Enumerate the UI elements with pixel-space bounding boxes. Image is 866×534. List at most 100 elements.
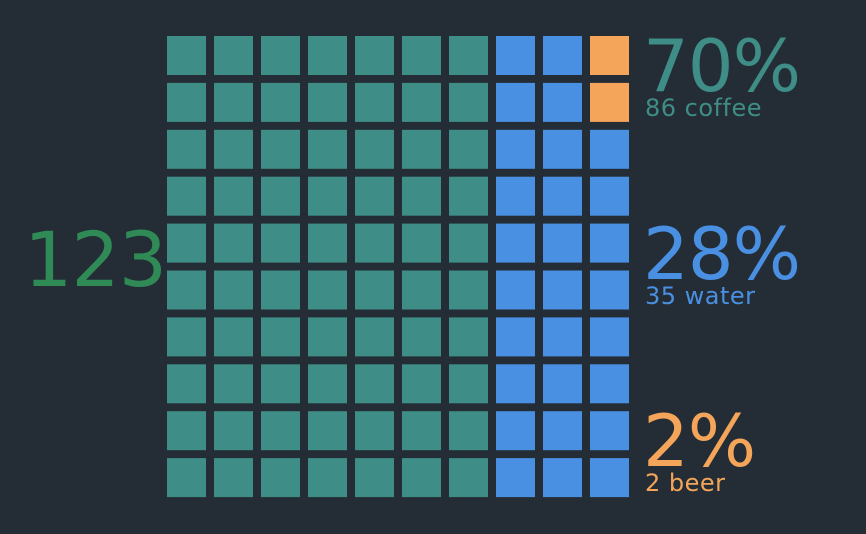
coffee-label: 86 coffee xyxy=(645,94,762,122)
waffle-cell-coffee xyxy=(167,411,206,451)
waffle-cell-coffee xyxy=(261,458,300,498)
waffle-cell-coffee xyxy=(402,411,441,451)
waffle-cell-water xyxy=(590,364,629,404)
waffle-cell-water xyxy=(543,317,582,357)
waffle-cell-coffee xyxy=(449,176,488,216)
waffle-cell-water xyxy=(496,223,535,263)
waffle-cell-coffee xyxy=(449,129,488,169)
waffle-cell-coffee xyxy=(214,176,253,216)
waffle-cell-coffee xyxy=(167,176,206,216)
waffle-cell-coffee xyxy=(308,458,347,498)
waffle-cell-water xyxy=(590,317,629,357)
waffle-cell-coffee xyxy=(214,223,253,263)
waffle-cell-coffee xyxy=(308,364,347,404)
waffle-cell-coffee xyxy=(167,223,206,263)
waffle-cell-coffee xyxy=(402,270,441,310)
waffle-cell-coffee xyxy=(308,317,347,357)
waffle-cell-coffee xyxy=(355,36,394,75)
waffle-cell-coffee xyxy=(308,270,347,310)
waffle-cell-coffee xyxy=(355,176,394,216)
waffle-cell-coffee xyxy=(449,317,488,357)
waffle-cell-water xyxy=(543,458,582,498)
waffle-cell-coffee xyxy=(449,36,488,75)
waffle-cell-coffee xyxy=(449,82,488,122)
waffle-cell-water xyxy=(496,129,535,169)
waffle-cell-water xyxy=(496,270,535,310)
waffle-cell-coffee xyxy=(449,270,488,310)
waffle-cell-water xyxy=(496,458,535,498)
waffle-cell-water xyxy=(590,129,629,169)
waffle-cell-coffee xyxy=(402,129,441,169)
waffle-cell-coffee xyxy=(355,411,394,451)
waffle-cell-water xyxy=(543,270,582,310)
waffle-cell-coffee xyxy=(402,36,441,75)
waffle-cell-coffee xyxy=(308,223,347,263)
waffle-cell-water xyxy=(496,82,535,122)
waffle-cell-coffee xyxy=(355,270,394,310)
beer-percent: 2% xyxy=(643,399,756,483)
waffle-cell-water xyxy=(496,411,535,451)
waffle-cell-coffee xyxy=(214,364,253,404)
waffle-cell-coffee xyxy=(167,82,206,122)
waffle-cell-coffee xyxy=(402,223,441,263)
waffle-cell-coffee xyxy=(308,82,347,122)
waffle-cell-beer xyxy=(590,36,629,75)
waffle-cell-coffee xyxy=(261,317,300,357)
waffle-cell-coffee xyxy=(402,364,441,404)
waffle-cell-coffee xyxy=(167,317,206,357)
waffle-cell-coffee xyxy=(355,364,394,404)
waffle-cell-coffee xyxy=(167,36,206,75)
waffle-cell-coffee xyxy=(214,458,253,498)
waffle-cell-water xyxy=(590,176,629,216)
waffle-cell-coffee xyxy=(261,36,300,75)
waffle-cell-coffee xyxy=(167,364,206,404)
waffle-cell-coffee xyxy=(167,270,206,310)
waffle-cell-coffee xyxy=(449,411,488,451)
waffle-cell-coffee xyxy=(261,411,300,451)
water-percent: 28% xyxy=(643,212,801,296)
waffle-cell-coffee xyxy=(355,129,394,169)
waffle-cell-coffee xyxy=(214,317,253,357)
beer-label: 2 beer xyxy=(645,469,726,497)
waffle-cell-water xyxy=(590,223,629,263)
waffle-cell-coffee xyxy=(402,317,441,357)
waffle-cell-coffee xyxy=(261,82,300,122)
waffle-cell-water xyxy=(543,129,582,169)
waffle-cell-water xyxy=(543,223,582,263)
waffle-cell-water xyxy=(543,36,582,75)
waffle-cell-coffee xyxy=(355,458,394,498)
waffle-cell-water xyxy=(496,364,535,404)
waffle-cell-coffee xyxy=(214,129,253,169)
waffle-cell-coffee xyxy=(214,36,253,75)
waffle-cell-water xyxy=(496,176,535,216)
waffle-cell-coffee xyxy=(261,223,300,263)
waffle-cell-coffee xyxy=(261,270,300,310)
waffle-cell-coffee xyxy=(355,82,394,122)
waffle-cell-coffee xyxy=(402,458,441,498)
waffle-cell-coffee xyxy=(261,364,300,404)
waffle-cell-water xyxy=(496,317,535,357)
waffle-cell-water xyxy=(543,82,582,122)
waffle-cell-beer xyxy=(590,82,629,122)
waffle-cell-water xyxy=(543,364,582,404)
waffle-cell-coffee xyxy=(261,129,300,169)
waffle-cell-coffee xyxy=(308,36,347,75)
waffle-cell-coffee xyxy=(355,317,394,357)
coffee-percent: 70% xyxy=(643,24,801,108)
waffle-cell-coffee xyxy=(308,176,347,216)
waffle-cell-coffee xyxy=(308,129,347,169)
waffle-cell-coffee xyxy=(449,458,488,498)
waffle-cell-coffee xyxy=(308,411,347,451)
water-label: 35 water xyxy=(645,282,756,310)
waffle-cell-water xyxy=(543,411,582,451)
waffle-cell-coffee xyxy=(167,458,206,498)
waffle-cell-coffee xyxy=(355,223,394,263)
waffle-cell-coffee xyxy=(402,82,441,122)
waffle-cell-coffee xyxy=(449,364,488,404)
waffle-cell-coffee xyxy=(214,82,253,122)
waffle-cell-water xyxy=(590,411,629,451)
waffle-cell-coffee xyxy=(449,223,488,263)
waffle-cell-coffee xyxy=(214,270,253,310)
